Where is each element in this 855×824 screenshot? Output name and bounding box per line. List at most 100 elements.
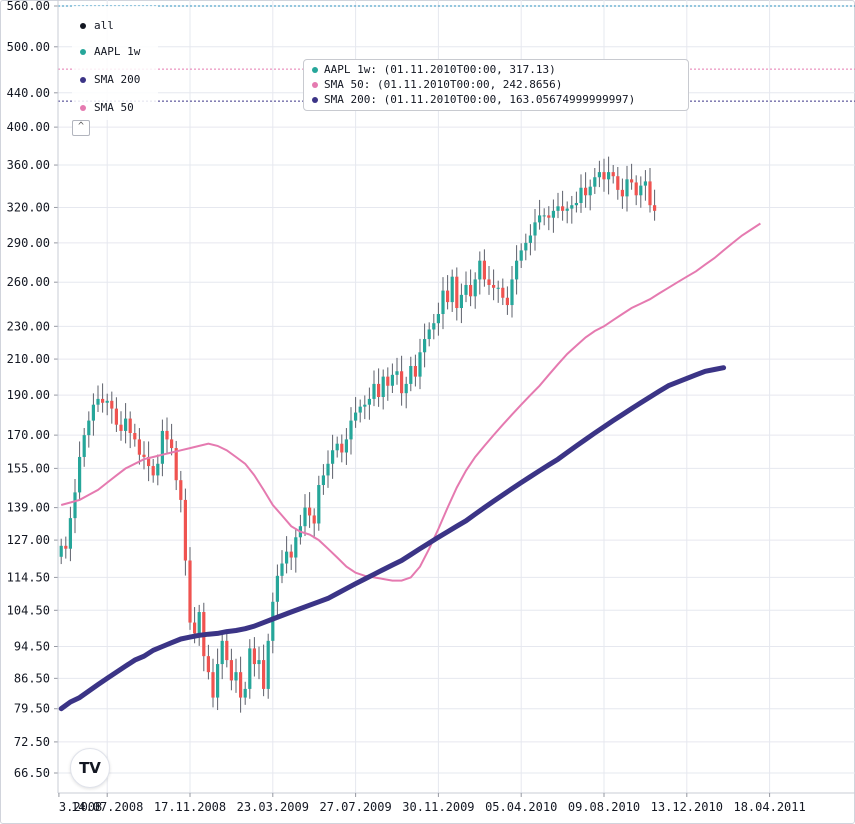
candle bbox=[188, 547, 192, 630]
candle bbox=[87, 411, 91, 448]
candle bbox=[280, 550, 284, 584]
legend-item-all[interactable]: all bbox=[80, 18, 114, 34]
candle bbox=[423, 323, 427, 368]
candle-body bbox=[446, 290, 450, 303]
y-tick-label: 139.00 bbox=[7, 501, 50, 515]
candle bbox=[271, 592, 275, 654]
candle-body bbox=[561, 206, 565, 211]
candle bbox=[524, 233, 528, 261]
candle bbox=[252, 637, 256, 677]
legend-item-aapl[interactable]: AAPL 1w bbox=[80, 44, 140, 60]
candle bbox=[234, 658, 238, 693]
candle-body bbox=[611, 172, 615, 177]
candlestick-series bbox=[59, 156, 657, 713]
candle-body bbox=[372, 383, 376, 399]
candle bbox=[427, 322, 431, 347]
x-tick-label: 17.11.2008 bbox=[154, 800, 226, 814]
candle bbox=[501, 278, 505, 306]
legend-item-sma50[interactable]: SMA 50 bbox=[80, 100, 134, 116]
candle-body bbox=[308, 507, 312, 516]
candle-body bbox=[565, 208, 569, 211]
tooltip-marker-aapl bbox=[312, 67, 318, 73]
x-tick-label: 3.2008 bbox=[59, 800, 102, 814]
candle-body bbox=[344, 439, 348, 453]
candle-body bbox=[528, 235, 532, 243]
candle bbox=[616, 166, 620, 200]
candle-body bbox=[533, 222, 537, 236]
candle bbox=[257, 646, 261, 680]
candle-body bbox=[501, 287, 505, 298]
candle-body bbox=[340, 443, 344, 453]
candle-body bbox=[68, 518, 72, 549]
candle bbox=[519, 243, 523, 268]
candle bbox=[432, 313, 436, 340]
candle bbox=[308, 492, 312, 528]
y-tick-label: 104.50 bbox=[7, 603, 50, 617]
candle-body bbox=[321, 475, 325, 486]
candle bbox=[225, 631, 229, 668]
candle-body bbox=[478, 260, 482, 280]
candle bbox=[211, 658, 215, 708]
candle-body bbox=[395, 371, 399, 375]
candle bbox=[528, 224, 532, 256]
candle-body bbox=[441, 290, 445, 315]
candle-body bbox=[188, 560, 192, 623]
candle-body bbox=[160, 430, 164, 464]
sma-50-line bbox=[60, 222, 761, 582]
candle bbox=[450, 269, 454, 312]
candle-body bbox=[413, 365, 417, 377]
candle-body bbox=[156, 463, 160, 476]
candle bbox=[174, 440, 178, 491]
candle-body bbox=[326, 463, 330, 476]
candle bbox=[372, 370, 376, 407]
candle bbox=[183, 488, 187, 576]
candle bbox=[436, 302, 440, 336]
candle bbox=[289, 544, 293, 570]
y-tick-label: 230.00 bbox=[7, 319, 50, 333]
candle-body bbox=[280, 563, 284, 576]
candle-body bbox=[505, 297, 509, 306]
candle bbox=[243, 681, 247, 705]
legend-item-sma200[interactable]: SMA 200 bbox=[80, 72, 140, 88]
x-tick-label: 13.12.2010 bbox=[651, 800, 723, 814]
tradingview-logo-icon[interactable]: TV bbox=[70, 748, 110, 788]
x-tick-label: 30.11.2009 bbox=[402, 800, 474, 814]
candle bbox=[413, 354, 417, 387]
legend-marker-sma50 bbox=[80, 105, 86, 111]
candle bbox=[133, 423, 137, 447]
candle-body bbox=[87, 420, 91, 436]
y-tick-label: 66.50 bbox=[14, 766, 50, 780]
candle-body bbox=[275, 575, 279, 602]
candle-body bbox=[137, 439, 141, 455]
candle-body bbox=[363, 404, 367, 407]
candle bbox=[515, 245, 519, 295]
tooltip-marker-sma50 bbox=[312, 82, 318, 88]
candle bbox=[96, 385, 100, 412]
candle bbox=[147, 441, 151, 482]
candle-body bbox=[547, 215, 551, 218]
candle bbox=[91, 393, 95, 436]
legend-marker-all bbox=[80, 23, 86, 29]
candle bbox=[326, 450, 330, 488]
candle-body bbox=[73, 492, 77, 519]
candle-body bbox=[574, 202, 578, 206]
candle-body bbox=[524, 242, 528, 251]
candle bbox=[179, 470, 183, 513]
candle-body bbox=[432, 323, 436, 330]
chevron-up-icon[interactable]: ^ bbox=[72, 120, 90, 136]
candle-body bbox=[418, 352, 422, 377]
candle bbox=[170, 423, 174, 456]
candle bbox=[101, 383, 105, 413]
x-tick-label: 18.04.2011 bbox=[733, 800, 805, 814]
candle-body bbox=[133, 433, 137, 440]
candle bbox=[404, 376, 408, 409]
candle-body bbox=[234, 672, 238, 681]
candle bbox=[124, 403, 128, 444]
candle-body bbox=[64, 545, 68, 549]
candle bbox=[229, 648, 233, 691]
candle bbox=[321, 464, 325, 495]
candle-body bbox=[193, 622, 197, 634]
candle-body bbox=[404, 383, 408, 394]
